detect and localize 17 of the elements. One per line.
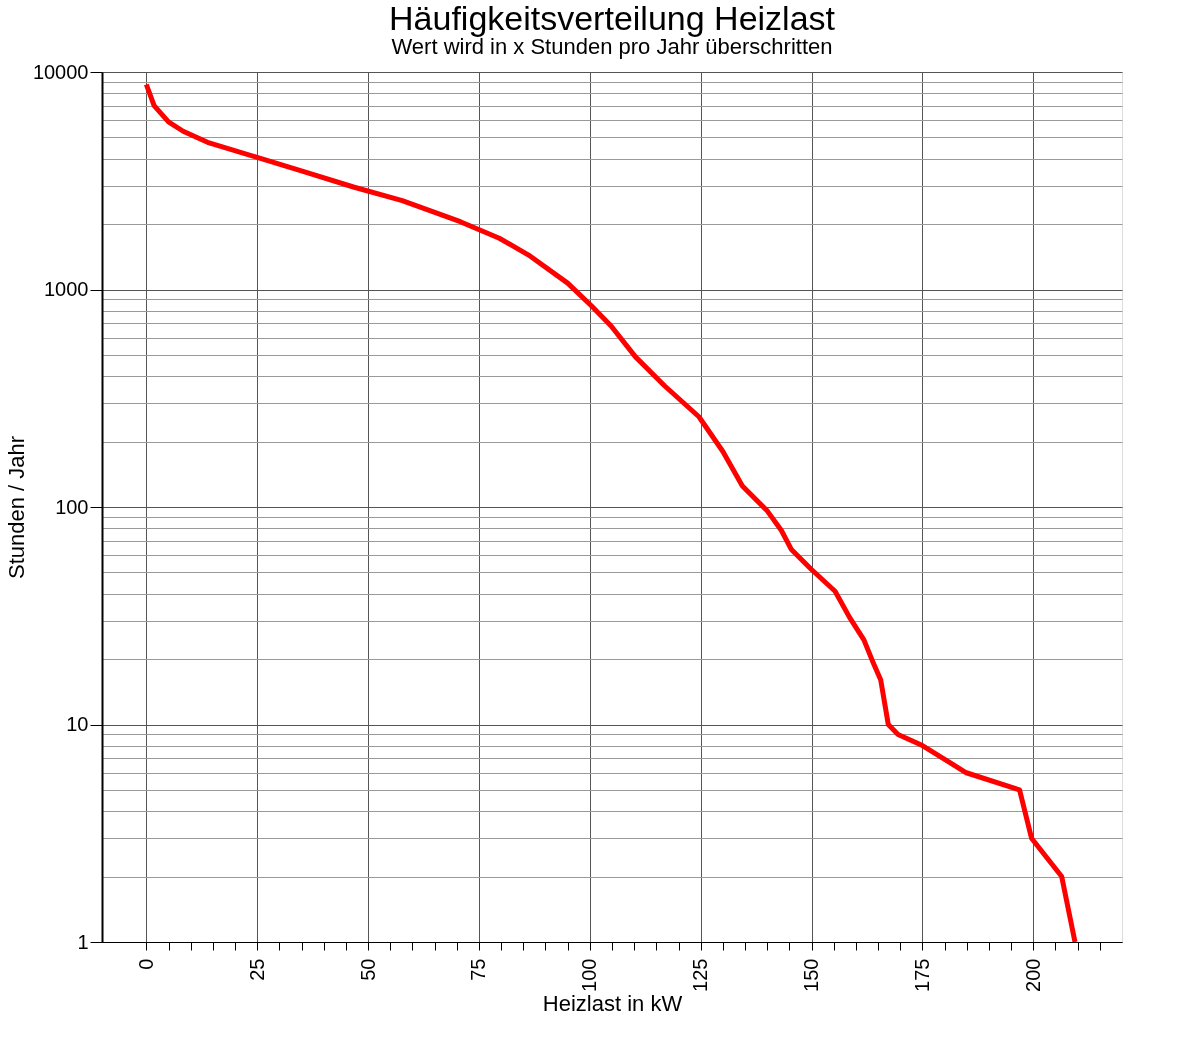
y-tick-label: 10 [66, 713, 89, 735]
y-tick-label: 10000 [32, 60, 89, 83]
x-tick-label: 125 [689, 958, 712, 992]
x-tick-label: 175 [910, 958, 933, 992]
chart-title: Häufigkeitsverteilung Heizlast [389, 0, 836, 37]
x-tick-label: 200 [1021, 958, 1044, 992]
y-tick-label: 1000 [44, 278, 89, 300]
y-axis-title: Stunden / Jahr [3, 435, 29, 580]
x-tick-label: 100 [578, 958, 601, 992]
x-axis-title: Heizlast in kW [542, 990, 683, 1016]
x-tick-label: 25 [245, 958, 268, 981]
y-tick-label: 100 [55, 495, 89, 518]
x-tick-label: 75 [467, 958, 490, 981]
x-tick-label: 150 [800, 958, 823, 992]
x-tick-label: 50 [356, 958, 379, 981]
y-tick-label: 1 [77, 930, 89, 953]
x-tick-label: 0 [134, 958, 157, 970]
